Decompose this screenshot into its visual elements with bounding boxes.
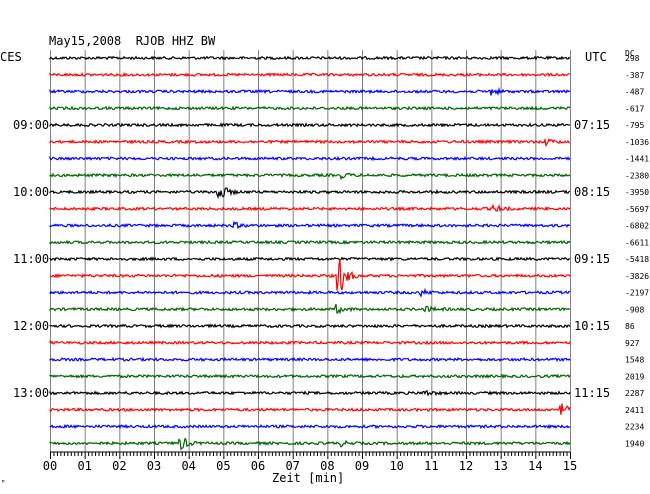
seismic-trace — [49, 86, 571, 97]
dc-offset-label: -387 — [625, 71, 644, 80]
seismic-trace — [49, 423, 571, 430]
seismic-trace — [49, 256, 571, 262]
chart-title: May15,2008 RJOB HHZ BW — [49, 34, 216, 48]
corner-mark: ᴹ — [1, 479, 5, 487]
seismic-trace — [49, 172, 571, 181]
x-tick-label: 12 — [459, 459, 473, 473]
dc-offset-label: -3950 — [625, 188, 649, 197]
trace-group — [49, 55, 571, 451]
right-hour-label: 07:15 — [574, 118, 610, 132]
seismic-trace — [49, 287, 571, 298]
dc-offset-label: -6802 — [625, 222, 649, 231]
seismic-trace — [49, 220, 570, 230]
seismic-trace — [49, 356, 571, 363]
right-hour-labels: 07:15 08:15 09:15 10:15 11:15 — [574, 118, 610, 400]
vertical-grid — [50, 50, 571, 452]
x-tick-label: 09 — [355, 459, 369, 473]
x-tick-label: 08 — [320, 459, 334, 473]
left-hour-label: 11:00 — [13, 252, 49, 266]
dc-offset-labels: 298 -387 -487 -617 -795 -1036 -1441 -2380 -3950 -… — [625, 54, 649, 448]
dc-offset-label: 2411 — [625, 406, 644, 415]
x-tick-label: 10 — [389, 459, 403, 473]
x-tick-label: 14 — [528, 459, 542, 473]
dc-header-label: DC — [625, 49, 635, 58]
dc-offset-label: 2287 — [625, 389, 644, 398]
seismic-trace — [49, 55, 571, 61]
dc-offset-label: 86 — [625, 322, 635, 331]
x-tick-label: 00 — [43, 459, 57, 473]
seismic-trace — [49, 187, 571, 200]
dc-offset-label: -487 — [625, 88, 644, 97]
left-hour-labels: 09:00 10:00 11:00 12:00 13:00 — [13, 118, 49, 400]
dc-offset-label: -5697 — [625, 205, 649, 214]
right-hour-label: 11:15 — [574, 386, 610, 400]
x-axis: 00 01 02 03 04 05 06 07 08 09 10 11 12 13 14 15 — [43, 451, 577, 473]
x-tick-label: 07 — [285, 459, 299, 473]
seismic-trace — [49, 437, 571, 451]
seismic-trace — [49, 390, 571, 397]
left-hour-label: 10:00 — [13, 185, 49, 199]
seismic-trace — [49, 373, 571, 380]
x-tick-label: 06 — [251, 459, 265, 473]
dc-offset-label: -795 — [625, 121, 644, 130]
seismic-trace — [49, 203, 571, 213]
right-hour-label: 09:15 — [574, 252, 610, 266]
dc-offset-label: 1940 — [625, 439, 644, 448]
seismic-trace — [49, 71, 570, 78]
seismic-trace — [49, 339, 571, 346]
seismic-trace — [49, 259, 571, 291]
seismic-trace — [49, 323, 571, 329]
left-zone-label: CES — [0, 50, 22, 64]
dc-offset-label: 2019 — [625, 372, 644, 381]
dc-offset-label: -5418 — [625, 255, 649, 264]
right-hour-label: 08:15 — [574, 185, 610, 199]
x-tick-label: 11 — [424, 459, 438, 473]
seismic-trace — [49, 403, 571, 415]
seismic-trace — [49, 137, 571, 148]
dc-offset-label: -6611 — [625, 238, 649, 247]
x-tick-label: 05 — [216, 459, 230, 473]
left-hour-label: 13:00 — [13, 386, 49, 400]
dc-offset-label: 298 — [625, 54, 640, 63]
seismic-trace — [49, 155, 571, 162]
dc-offset-label: 2234 — [625, 423, 644, 432]
dc-offset-label: -1036 — [625, 138, 649, 147]
seismic-trace — [49, 303, 571, 315]
x-tick-label: 02 — [112, 459, 126, 473]
seismic-trace — [49, 122, 571, 128]
dc-offset-label: -617 — [625, 104, 644, 113]
left-hour-label: 12:00 — [13, 319, 49, 333]
dc-offset-label: -1441 — [625, 155, 649, 164]
x-tick-label: 15 — [563, 459, 577, 473]
x-axis-label: Zeit [min] — [272, 471, 344, 485]
x-tick-label: 03 — [147, 459, 161, 473]
x-tick-label: 01 — [77, 459, 91, 473]
dc-offset-label: -3826 — [625, 272, 649, 281]
left-hour-label: 09:00 — [13, 118, 49, 132]
seismic-trace — [49, 239, 571, 246]
x-tick-label: 04 — [181, 459, 195, 473]
dc-offset-label: -2197 — [625, 289, 649, 298]
right-zone-label: UTC — [585, 50, 607, 64]
dc-offset-label: 927 — [625, 339, 640, 348]
seismic-trace — [49, 105, 571, 111]
dc-offset-label: 1548 — [625, 356, 644, 365]
right-hour-label: 10:15 — [574, 319, 610, 333]
x-tick-label: 13 — [493, 459, 507, 473]
dc-offset-label: -2380 — [625, 171, 649, 180]
dc-offset-label: -908 — [625, 305, 644, 314]
